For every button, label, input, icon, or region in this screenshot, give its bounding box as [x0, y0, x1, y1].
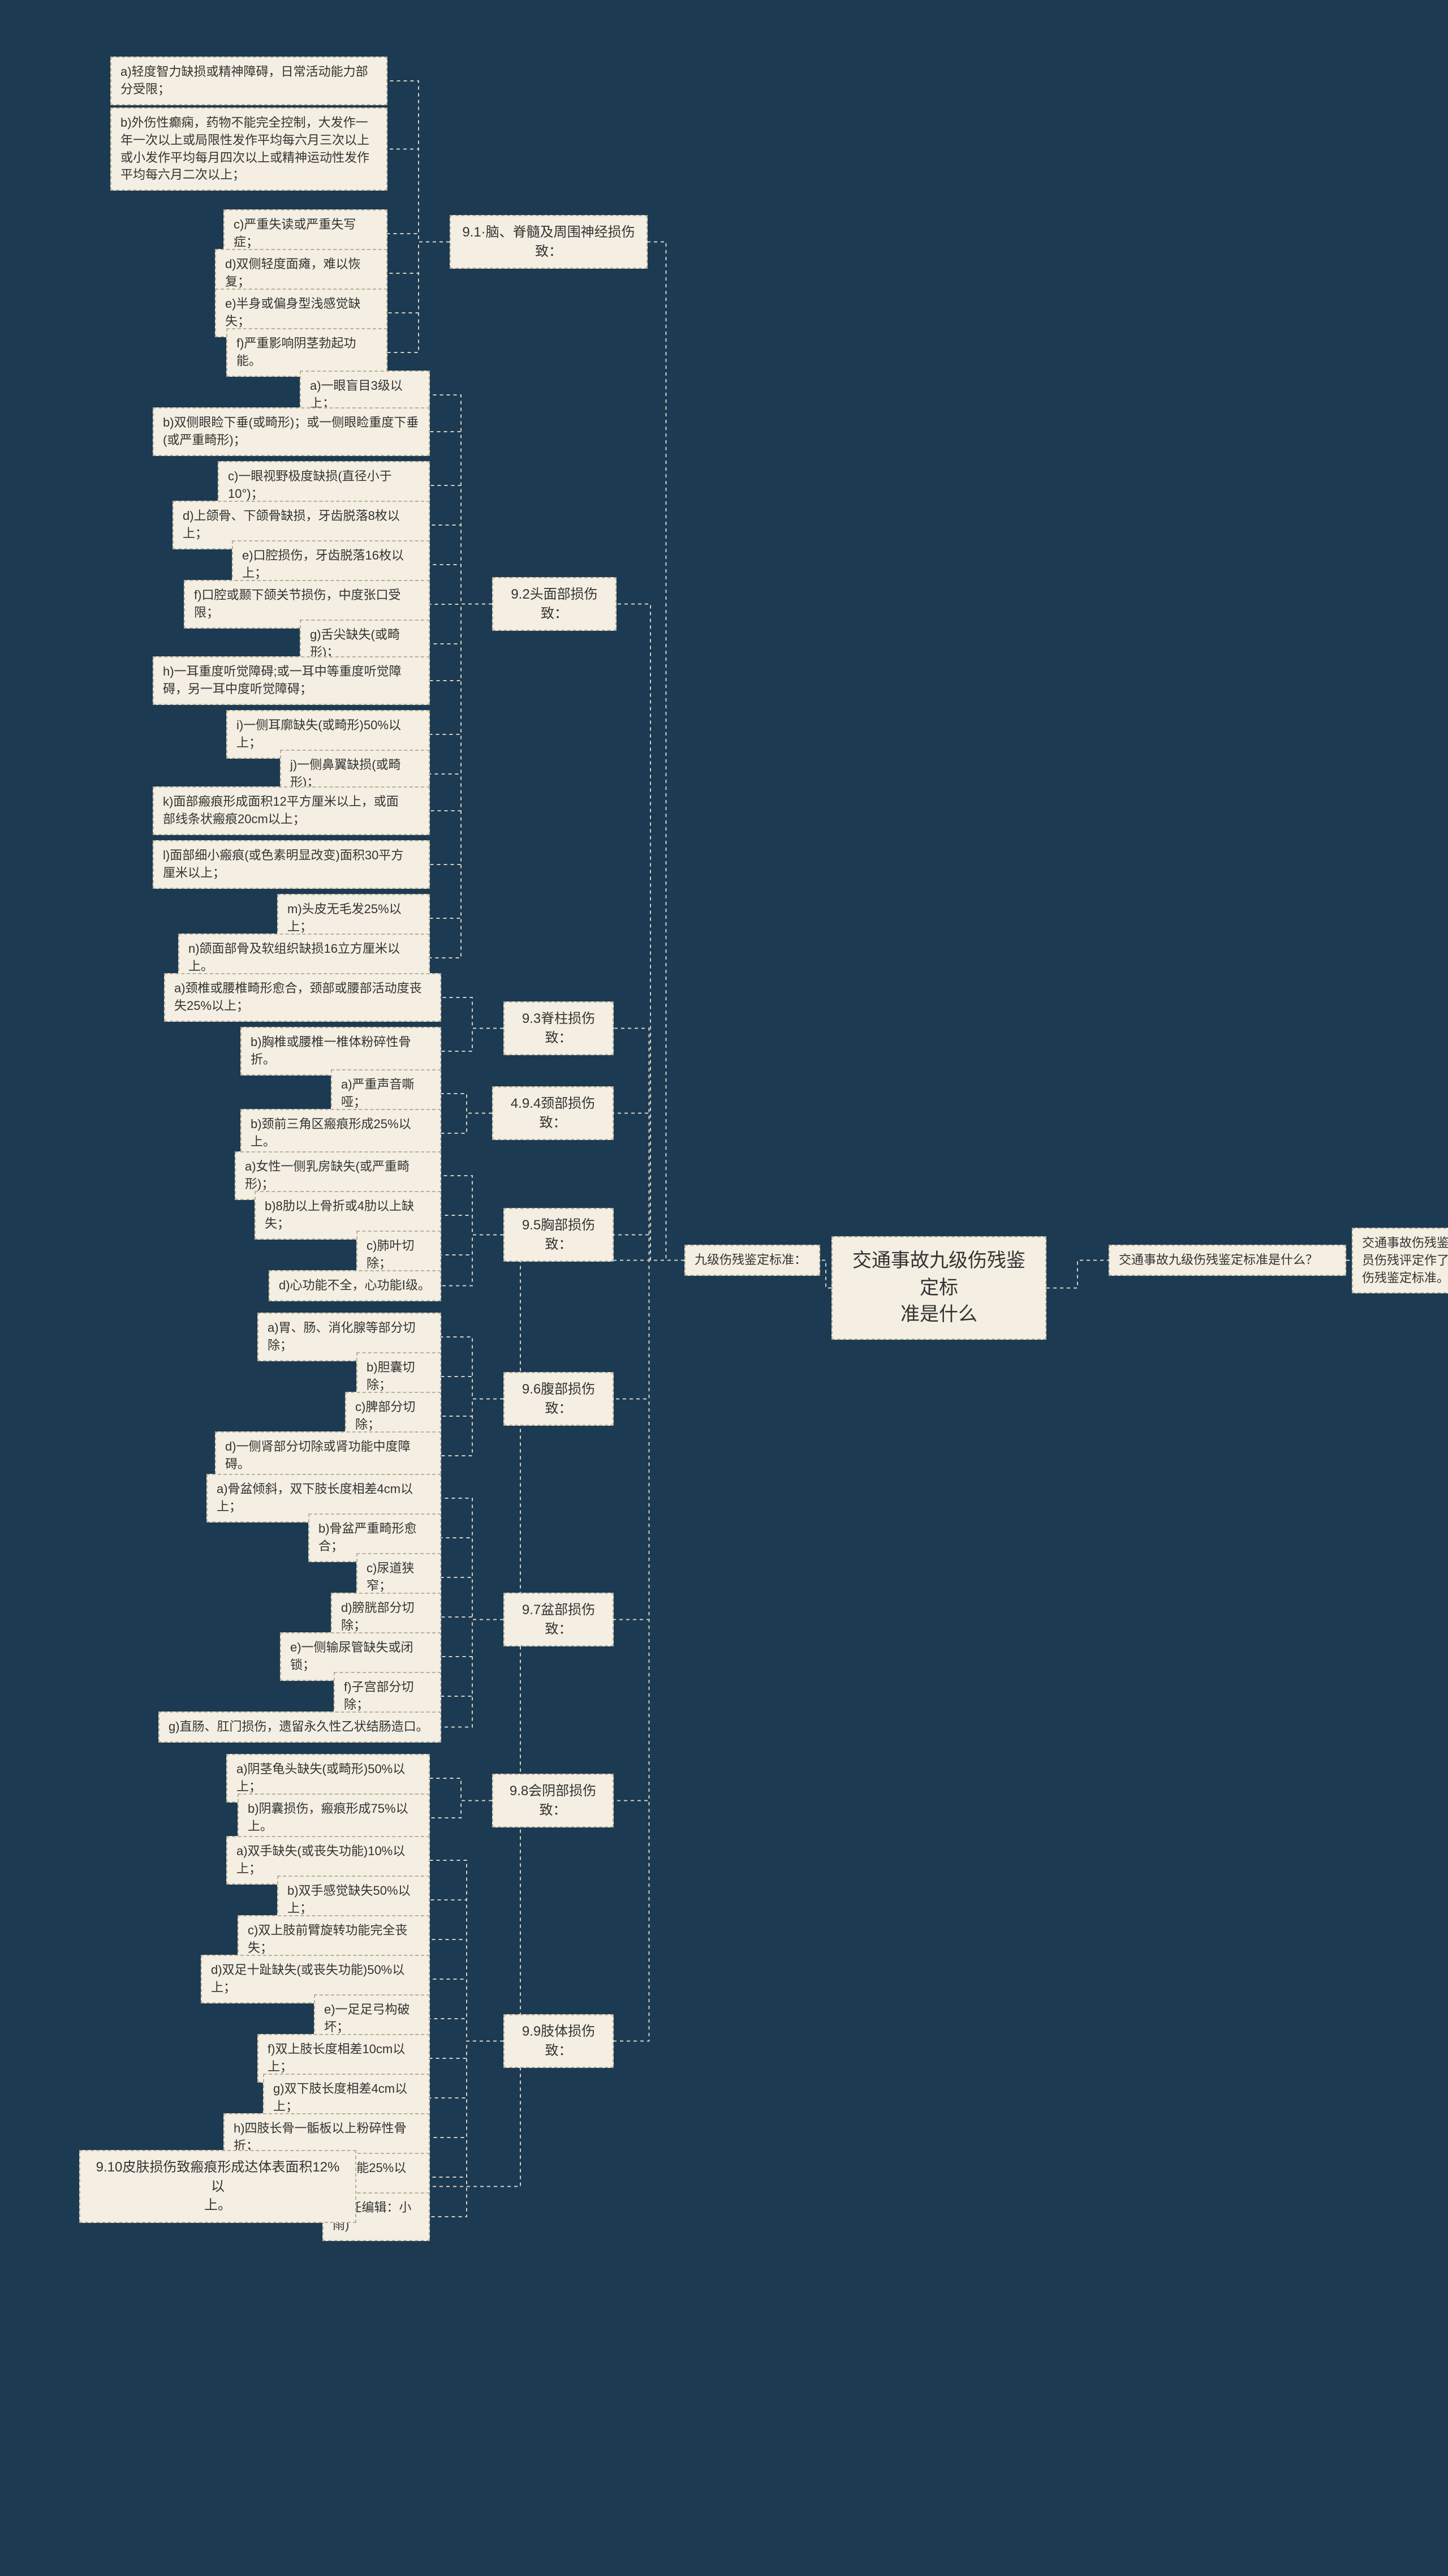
node-g5: 9.5胸部损伤致： — [503, 1208, 614, 1262]
node-g8: 9.8会阴部损伤致： — [492, 1774, 614, 1827]
node-leaf: b)双侧眼睑下垂(或畸形)；或一侧眼睑重度下垂 (或严重畸形)； — [153, 407, 430, 456]
node-leaf: d)心功能不全，心功能Ⅰ级。 — [269, 1270, 441, 1301]
node-g4: 4.9.4颈部损伤致： — [492, 1086, 614, 1140]
node-r1: 交通事故九级伤残鉴定标准是什么？ — [1109, 1245, 1346, 1276]
node-g9: 9.9肢体损伤致： — [503, 2014, 614, 2068]
node-leaf: g)直肠、肛门损伤，遗留永久性乙状结肠造口。 — [158, 1711, 441, 1743]
node-leaf: b)阴囊损伤，瘢痕形成75%以上。 — [238, 1794, 430, 1842]
node-leaf: h)一耳重度听觉障碍;或一耳中等重度听觉障 碍，另一耳中度听觉障碍； — [153, 656, 430, 705]
node-r1a: 交通事故伤残鉴定标准由道路交通事故受伤人 员伤残评定作了具体的规定，分为一级到十… — [1352, 1228, 1448, 1293]
node-leaf: l)面部细小瘢痕(或色素明显改变)面积30平方 厘米以上； — [153, 840, 430, 889]
node-g10: 9.10皮肤损伤致瘢痕形成达体表面积12%以 上。 — [79, 2150, 356, 2223]
node-g2: 9.2头面部损伤致： — [492, 577, 617, 631]
node-leaf: b)胸椎或腰椎一椎体粉碎性骨折。 — [240, 1027, 441, 1076]
node-leaf: b)外伤性癫痫，药物不能完全控制，大发作一 年一次以上或局限性发作平均每六月三次… — [110, 107, 387, 191]
node-g6: 9.6腹部损伤致： — [503, 1372, 614, 1426]
node-leaf: b)颈前三角区瘢痕形成25%以上。 — [240, 1109, 441, 1158]
node-leaf: a)轻度智力缺损或精神障碍，日常活动能力部 分受限； — [110, 57, 387, 105]
node-g3: 9.3脊柱损伤致： — [503, 1001, 614, 1055]
node-leaf: k)面部瘢痕形成面积12平方厘米以上，或面 部线条状瘢痕20cm以上； — [153, 786, 430, 835]
node-root: 交通事故九级伤残鉴定标 准是什么 — [831, 1236, 1046, 1340]
node-g1: 9.1·脑、脊髓及周围神经损伤致： — [450, 215, 648, 269]
node-leaf: f)严重影响阴茎勃起功能。 — [226, 328, 387, 377]
node-l0: 九级伤残鉴定标准： — [684, 1245, 820, 1276]
node-g7: 9.7盆部损伤致： — [503, 1593, 614, 1646]
node-leaf: d)一侧肾部分切除或肾功能中度障碍。 — [215, 1431, 441, 1480]
mindmap-canvas: 交通事故九级伤残鉴定标 准是什么 交通事故九级伤残鉴定标准是什么？交通事故伤残鉴定… — [0, 0, 1448, 2576]
node-leaf: a)颈椎或腰椎畸形愈合，颈部或腰部活动度丧 失25%以上； — [164, 973, 441, 1022]
